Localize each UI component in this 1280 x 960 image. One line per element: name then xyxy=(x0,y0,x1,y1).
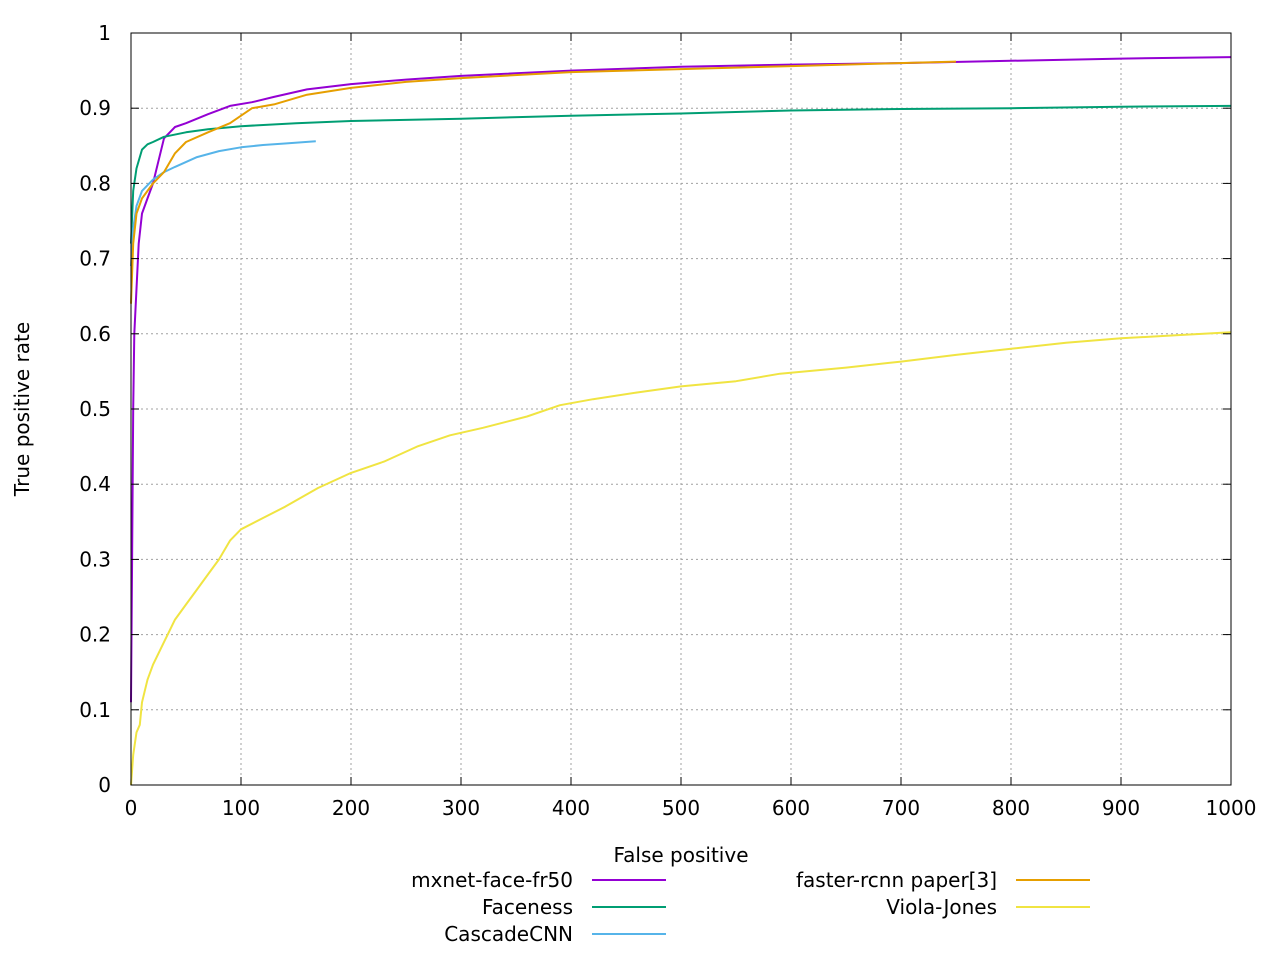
y-tick-label: 0.2 xyxy=(79,623,111,647)
x-tick-label: 600 xyxy=(772,796,810,820)
x-tick-label: 0 xyxy=(125,796,138,820)
x-tick-label: 100 xyxy=(222,796,260,820)
y-tick-label: 0 xyxy=(98,773,111,797)
series-line-cascadecnn xyxy=(130,140,316,267)
y-tick-label: 0.9 xyxy=(79,96,111,120)
series-line-faceness xyxy=(130,104,1232,244)
y-tick-label: 0.8 xyxy=(79,171,111,195)
x-tick-label: 1000 xyxy=(1206,796,1257,820)
series-line-faster-rcnn-paper-3 xyxy=(130,60,957,304)
x-tick-label: 300 xyxy=(442,796,480,820)
y-tick-label: 0.3 xyxy=(79,547,111,571)
series-line-mxnet-face-fr50 xyxy=(130,56,1232,703)
x-tick-label: 800 xyxy=(992,796,1030,820)
x-tick-label: 200 xyxy=(332,796,370,820)
legend-label: faster-rcnn paper[3] xyxy=(796,868,997,892)
x-tick-label: 400 xyxy=(552,796,590,820)
y-tick-label: 0.5 xyxy=(79,397,111,421)
legend-label: Faceness xyxy=(482,895,573,919)
x-tick-label: 700 xyxy=(882,796,920,820)
y-tick-label: 1 xyxy=(98,21,111,45)
y-tick-label: 0.1 xyxy=(79,698,111,722)
series-lines xyxy=(130,56,1232,786)
legend-label: CascadeCNN xyxy=(444,922,573,946)
legend-label: Viola-Jones xyxy=(886,895,997,919)
x-axis-label: False positive xyxy=(613,843,748,867)
y-axis-label: True positive rate xyxy=(10,322,34,497)
y-tick-label: 0.6 xyxy=(79,322,111,346)
y-tick-label: 0.7 xyxy=(79,247,111,271)
grid-lines xyxy=(131,33,1231,785)
y-tick-label: 0.4 xyxy=(79,472,111,496)
legend-label: mxnet-face-fr50 xyxy=(411,868,573,892)
axis-ticks: 0 100 200 300 400 500 600 700 800 900 1000 0 0.1 0.2 0… xyxy=(79,21,1256,820)
x-tick-label: 500 xyxy=(662,796,700,820)
series-line-viola-jones xyxy=(130,331,1232,786)
x-tick-label: 900 xyxy=(1102,796,1140,820)
legend: mxnet-face-fr50 Faceness CascadeCNN faster-… xyxy=(411,868,1090,946)
